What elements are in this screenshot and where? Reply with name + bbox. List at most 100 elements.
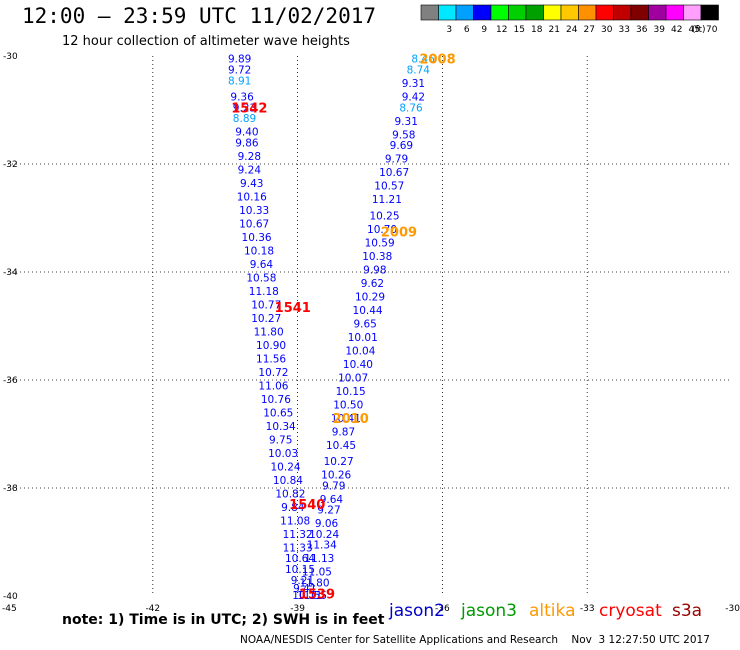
wave-height-label: 9.98 <box>363 264 386 276</box>
wave-height-plot: -30 -32 -34 -36 -38 -40 -45 -42 -39 -36 -33 -30 8.46… <box>2 52 740 614</box>
y-tick-label: -38 <box>3 484 18 494</box>
colorbar-tick-label: 12 <box>496 25 507 35</box>
colorbar-tick-label: 42 <box>671 25 682 35</box>
x-tick-label: -39 <box>290 604 305 614</box>
wave-height-label: 9.27 <box>317 505 340 517</box>
wave-height-label: 11.33 <box>283 542 313 554</box>
chart-subtitle: 12 hour collection of altimeter wave hei… <box>62 34 350 49</box>
wave-height-label: 9.75 <box>269 434 292 446</box>
wave-height-label: 10.27 <box>251 313 281 325</box>
wave-height-label: 10.03 <box>268 448 298 460</box>
colorbar-tick-label: 39 <box>654 25 666 35</box>
wave-height-label: 9.28 <box>238 151 261 163</box>
wave-height-label: 10.76 <box>261 394 291 406</box>
wave-height-label: 10.07 <box>338 372 368 384</box>
wave-height-label: 10.65 <box>263 407 293 419</box>
colorbar-tick-label: 21 <box>549 25 560 35</box>
colorbar-tick-label: 9 <box>481 25 487 35</box>
colorbar-legend: 3 6 9 12 15 18 21 24 27 30 33 36 39 42 45 70(ft) <box>420 4 719 35</box>
colorbar-tick-label: 18 <box>531 25 543 35</box>
wave-height-label: 11.06 <box>258 380 288 392</box>
colorbar-tick-label: 24 <box>566 25 578 35</box>
wave-height-label: 9.89 <box>228 54 251 66</box>
wave-height-label: 11.80 <box>254 326 284 338</box>
wave-height-label: 9.31 <box>402 78 425 90</box>
wave-height-label: 10.84 <box>273 475 303 487</box>
wave-height-label: 11.34 <box>307 540 337 552</box>
wave-height-label: 9.64 <box>320 494 344 506</box>
wave-height-label: 9.58 <box>392 129 415 141</box>
wave-height-label: 11.05 <box>302 567 332 579</box>
wave-height-label: 10.40 <box>343 359 373 371</box>
wave-height-label: 10.01 <box>348 332 378 344</box>
wave-height-label: 11.80 <box>299 578 329 590</box>
wave-height-label: 9.65 <box>353 318 376 330</box>
pass-number-label: 1541 <box>275 301 311 316</box>
wave-height-label: 8.76 <box>399 102 423 114</box>
wave-height-label: 8.91 <box>228 75 251 87</box>
y-tick-label: -34 <box>3 268 18 278</box>
wave-height-label: 10.18 <box>244 245 274 257</box>
wave-height-label: 10.29 <box>355 291 385 303</box>
wave-height-label: 10.67 <box>379 167 409 179</box>
colorbar-unit-label: (ft) <box>692 25 706 35</box>
wave-height-label: 9.23 <box>233 102 256 114</box>
wave-height-label: 10.25 <box>369 210 399 222</box>
wave-height-label: 9.36 <box>230 92 254 104</box>
wave-height-label: 9.62 <box>361 278 384 290</box>
colorbar-swatch <box>700 4 719 21</box>
legend-entry-jason3: jason3 <box>461 601 517 621</box>
y-tick-label: -36 <box>3 376 18 386</box>
wave-height-label: 10.41 <box>331 413 361 425</box>
wave-height-label: 10.27 <box>324 456 354 468</box>
x-tick-label: -36 <box>435 604 450 614</box>
colorbar-tick-label: 27 <box>584 25 595 35</box>
wave-height-label: 10.16 <box>237 191 267 203</box>
wave-height-label: 9.84 <box>281 502 305 514</box>
pass-number-label: 2008 <box>419 53 455 68</box>
wave-height-label: 10.34 <box>266 421 296 433</box>
colorbar-tick-label: 36 <box>636 25 648 35</box>
colorbar-tick-label: 15 <box>514 25 525 35</box>
wave-height-label: 9.87 <box>332 426 355 438</box>
wave-height-label: 9.72 <box>228 65 251 77</box>
x-tick-label: -30 <box>725 604 740 614</box>
wave-height-label: 10.59 <box>365 237 395 249</box>
wave-height-label: 10.64 <box>285 553 315 565</box>
wave-height-label: 10.90 <box>256 340 286 352</box>
wave-height-label: 10.77 <box>251 299 281 311</box>
wave-height-label: 10.57 <box>374 181 404 193</box>
wave-height-label: 8.46 <box>411 54 435 66</box>
wave-height-label: 9.64 <box>250 259 274 271</box>
wave-height-label: 10.72 <box>258 367 288 379</box>
pass-number-label: 1540 <box>289 498 325 513</box>
wave-height-label: 9.79 <box>385 154 408 166</box>
wave-height-label: 10.45 <box>326 440 356 452</box>
wave-height-label: 11.13 <box>304 553 334 565</box>
y-tick-label: -30 <box>3 52 18 62</box>
pass-number-label: 2009 <box>381 226 417 241</box>
wave-height-label: 10.58 <box>246 272 276 284</box>
wave-height-label: 9.79 <box>322 480 345 492</box>
wave-height-label: 9.40 <box>235 127 258 139</box>
legend-entry-s3a: s3a <box>672 601 703 621</box>
wave-height-label: 9.24 <box>238 164 262 176</box>
colorbar-tick-label: 33 <box>619 25 630 35</box>
wave-height-label: 9.21 <box>291 575 314 587</box>
wave-height-label: 10.67 <box>239 218 269 230</box>
x-tick-label: -42 <box>145 604 160 614</box>
pass-number-label: 2010 <box>333 412 369 427</box>
wave-height-label: 11.55 <box>297 590 327 602</box>
wave-height-label: 11.08 <box>280 515 310 527</box>
wave-height-label: 9.42 <box>402 92 425 104</box>
wave-height-label: 9.31 <box>395 116 418 128</box>
wave-height-label: 10.26 <box>321 470 351 482</box>
footer-credit: NOAA/NESDIS Center for Satellite Applica… <box>240 634 710 646</box>
legend-entry-altika: altika <box>529 601 576 621</box>
wave-height-label: 9.69 <box>390 140 413 152</box>
wave-height-label: 8.74 <box>407 65 431 77</box>
colorbar-tick-label: 3 <box>446 25 452 35</box>
x-tick-label: -45 <box>2 604 17 614</box>
x-tick-label: -33 <box>580 604 595 614</box>
